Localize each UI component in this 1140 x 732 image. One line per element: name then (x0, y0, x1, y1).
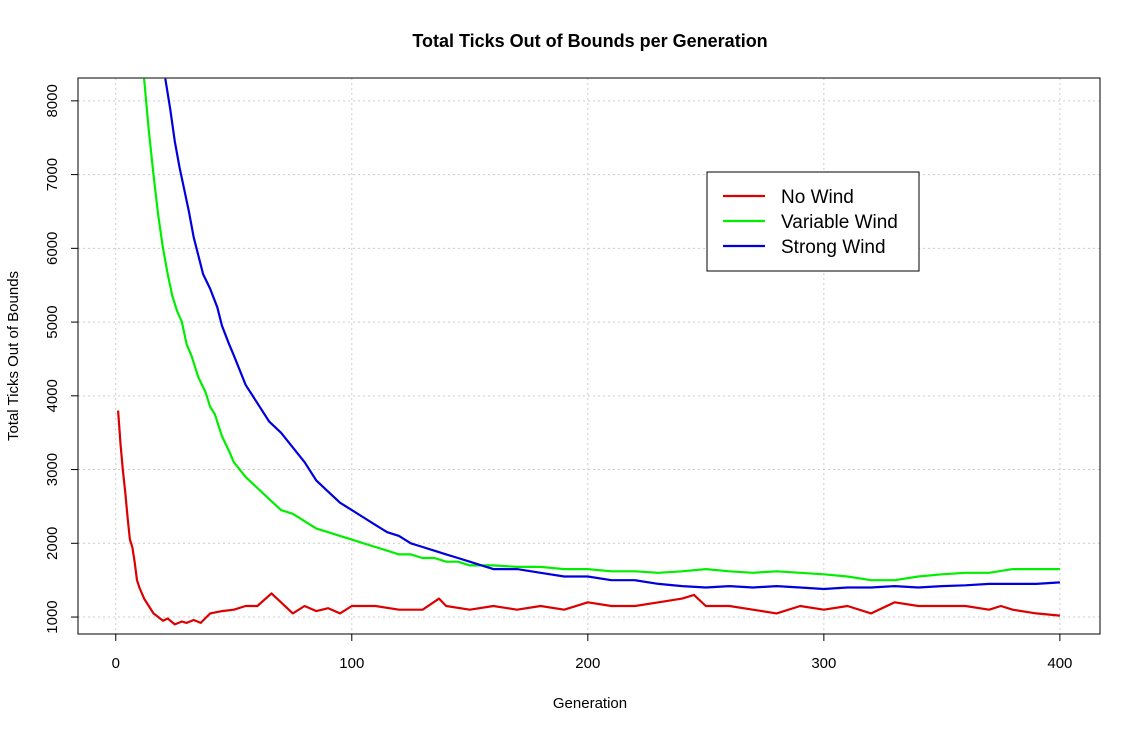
y-tick-label: 6000 (44, 232, 61, 265)
chart-title: Total Ticks Out of Bounds per Generation (412, 31, 767, 51)
legend-label: Strong Wind (781, 237, 886, 258)
y-tick-label: 2000 (44, 527, 61, 560)
series-line-1 (143, 78, 1060, 582)
x-tick-label: 0 (112, 655, 120, 672)
legend-label: Variable Wind (781, 212, 898, 233)
series-line-2 (164, 78, 1060, 591)
x-axis: 0 100 200 300 400 (112, 634, 1072, 672)
series-line-0 (117, 410, 1061, 626)
y-axis-label: Total Ticks Out of Bounds (5, 271, 22, 441)
series-lines (117, 78, 1061, 626)
y-tick-label: 1000 (44, 600, 61, 633)
x-tick-label: 200 (575, 655, 600, 672)
plot-frame (77, 77, 1101, 635)
y-tick-label: 5000 (44, 305, 61, 338)
y-tick-label: 3000 (44, 453, 61, 486)
x-tick-label: 100 (339, 655, 364, 672)
y-tick-label: 7000 (44, 158, 61, 191)
y-axis: 1000 2000 3000 4000 5000 6000 7000 8000 (44, 84, 78, 634)
y-tick-label: 8000 (44, 84, 61, 117)
x-axis-label: Generation (553, 695, 627, 712)
legend-label: No Wind (781, 187, 854, 208)
grid-lines (78, 78, 1100, 634)
x-tick-label: 300 (811, 655, 836, 672)
legend: No Wind Variable Wind Strong Wind (706, 171, 920, 272)
y-tick-label: 4000 (44, 379, 61, 412)
x-tick-label: 400 (1047, 655, 1072, 672)
